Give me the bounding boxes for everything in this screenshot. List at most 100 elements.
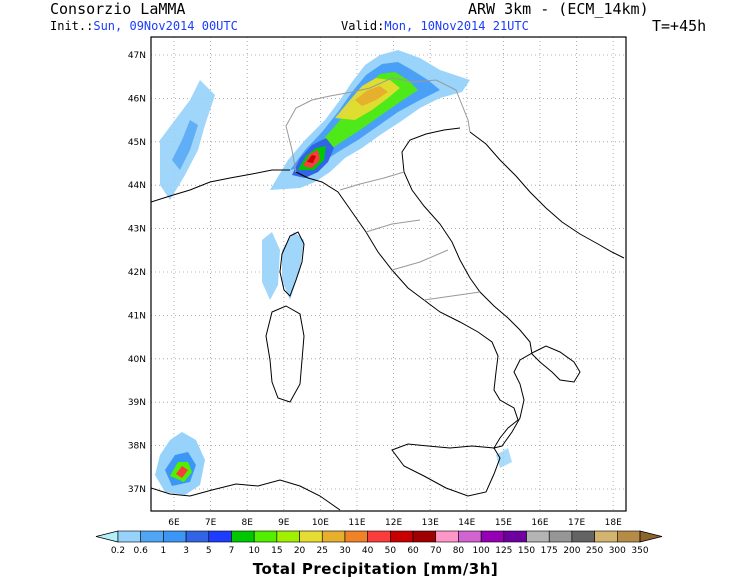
- colorbar-box: [458, 530, 482, 543]
- lat-label: 45N: [128, 138, 146, 148]
- colorbar-level-label: 7: [229, 546, 235, 556]
- colorbar-box: [390, 530, 414, 543]
- colorbar-level-label: 125: [495, 546, 512, 556]
- lon-label: 18E: [605, 518, 622, 528]
- lead-time: T=+45h: [652, 17, 707, 35]
- precip-layer: [155, 50, 512, 495]
- colorbar-level-label: 200: [563, 546, 580, 556]
- colorbar-level-label: 60: [407, 546, 419, 556]
- lon-label: 17E: [568, 518, 585, 528]
- colorbar-level-label: 350: [631, 546, 648, 556]
- colorbar-box: [117, 530, 141, 543]
- init-label: Init.:: [50, 19, 94, 33]
- colorbar-box: [412, 530, 437, 543]
- longitude-labels: 6E 7E 8E 9E 10E 11E 12E 13E 14E 15E 16E 17E 18E: [168, 518, 622, 528]
- coast-adriatic-east: [469, 131, 625, 259]
- lat-label: 37N: [128, 485, 146, 495]
- lat-label: 40N: [128, 355, 146, 365]
- model-title: ARW 3km - (ECM_14km): [468, 0, 649, 18]
- precip-area-sicily-east: [496, 448, 512, 468]
- lat-label: 39N: [128, 398, 146, 408]
- colorbar-level-label: 10: [248, 546, 260, 556]
- coast-sicily: [391, 443, 501, 497]
- lon-label: 14E: [458, 518, 475, 528]
- coast-corsica: [279, 231, 305, 297]
- colorbar-level-label: 0.2: [111, 546, 125, 556]
- colorbar-level-label: 100: [473, 546, 490, 556]
- precip-area-corsica: [262, 232, 280, 300]
- init-value: Sun, 09Nov2014 00UTC: [93, 19, 238, 33]
- colorbar-box: [435, 530, 459, 543]
- map-frame: [150, 36, 627, 512]
- colorbar-box: [480, 530, 505, 543]
- colorbar-level-label: 15: [271, 546, 282, 556]
- colorbar-level-label: 300: [609, 546, 626, 556]
- borders: [285, 77, 481, 301]
- lat-label: 38N: [128, 442, 146, 452]
- colorbar-level-label: 3: [183, 546, 189, 556]
- colorbar-box: [276, 530, 300, 543]
- colorbar-level-label: 50: [385, 546, 397, 556]
- colorbar-box: [548, 530, 573, 543]
- colorbar-box: [617, 530, 641, 543]
- lon-label: 12E: [385, 518, 402, 528]
- colorbar-level-label: 30: [339, 546, 351, 556]
- legend-title: Total Precipitation [mm/3h]: [252, 560, 499, 578]
- colorbar-box: [344, 530, 368, 543]
- colorbar-level-label: 70: [430, 546, 442, 556]
- lat-label: 43N: [128, 225, 146, 235]
- init-line: Init.:Sun, 09Nov2014 00UTC: [50, 19, 238, 33]
- coast-africa: [151, 479, 341, 511]
- lat-label: 46N: [128, 94, 146, 104]
- lon-label: 8E: [241, 518, 253, 528]
- colorbar: [95, 530, 663, 543]
- valid-label: Valid:: [341, 19, 385, 33]
- colorbar-box: [253, 530, 278, 543]
- colorbar-level-label: 0.6: [134, 546, 149, 556]
- graticule: [151, 37, 626, 511]
- colorbar-box: [140, 530, 164, 543]
- colorbar-level-label: 150: [518, 546, 535, 556]
- border-regions: [339, 171, 481, 301]
- lon-label: 9E: [278, 518, 290, 528]
- colorbar-box: [526, 530, 550, 543]
- colorbar-box: [594, 530, 618, 543]
- colorbar-level-label: 25: [317, 546, 328, 556]
- precip-area-alps-orange: [355, 86, 388, 106]
- lat-label: 41N: [128, 311, 146, 321]
- org-title: Consorzio LaMMA: [50, 0, 186, 18]
- lon-label: 13E: [422, 518, 439, 528]
- lon-label: 16E: [531, 518, 548, 528]
- coastlines: [151, 127, 625, 511]
- colorbar-box: [571, 530, 595, 543]
- lon-label: 6E: [168, 518, 180, 528]
- colorbar-box: [231, 530, 255, 543]
- precip-area-corsica-b: [282, 232, 304, 300]
- precip-area-france-mid: [172, 120, 198, 170]
- colorbar-level-label: 80: [453, 546, 465, 556]
- valid-line: Valid:Mon, 10Nov2014 21UTC: [341, 19, 529, 33]
- coast-italy-mainland: [295, 127, 581, 449]
- lat-label: 44N: [128, 181, 146, 191]
- latitude-labels: 47N 46N 45N 44N 43N 42N 41N 40N 39N 38N 37N: [128, 51, 146, 495]
- colorbar-level-label: 40: [362, 546, 374, 556]
- colorbar-left-triangle: [95, 530, 119, 543]
- colorbar-labels: 0.2 0.6 1 3 5 7 10 15 20 25 30 40 50 60 70 80 100 125 150 1…: [111, 546, 649, 556]
- border-alps: [285, 77, 471, 173]
- colorbar-box: [208, 530, 232, 543]
- coast-france: [151, 169, 290, 203]
- colorbar-level-label: 1: [161, 546, 167, 556]
- valid-value: Mon, 10Nov2014 21UTC: [384, 19, 529, 33]
- lon-label: 10E: [312, 518, 329, 528]
- precip-area-sicily-red: [176, 466, 188, 478]
- colorbar-level-label: 250: [586, 546, 603, 556]
- colorbar-box: [321, 530, 346, 543]
- colorbar-level-label: 175: [541, 546, 558, 556]
- colorbar-level-label: 20: [294, 546, 306, 556]
- precip-area-liguria-darkred: [307, 155, 316, 163]
- lon-label: 11E: [348, 518, 365, 528]
- lon-label: 15E: [495, 518, 512, 528]
- colorbar-box: [185, 530, 210, 543]
- coast-sardinia: [265, 305, 305, 403]
